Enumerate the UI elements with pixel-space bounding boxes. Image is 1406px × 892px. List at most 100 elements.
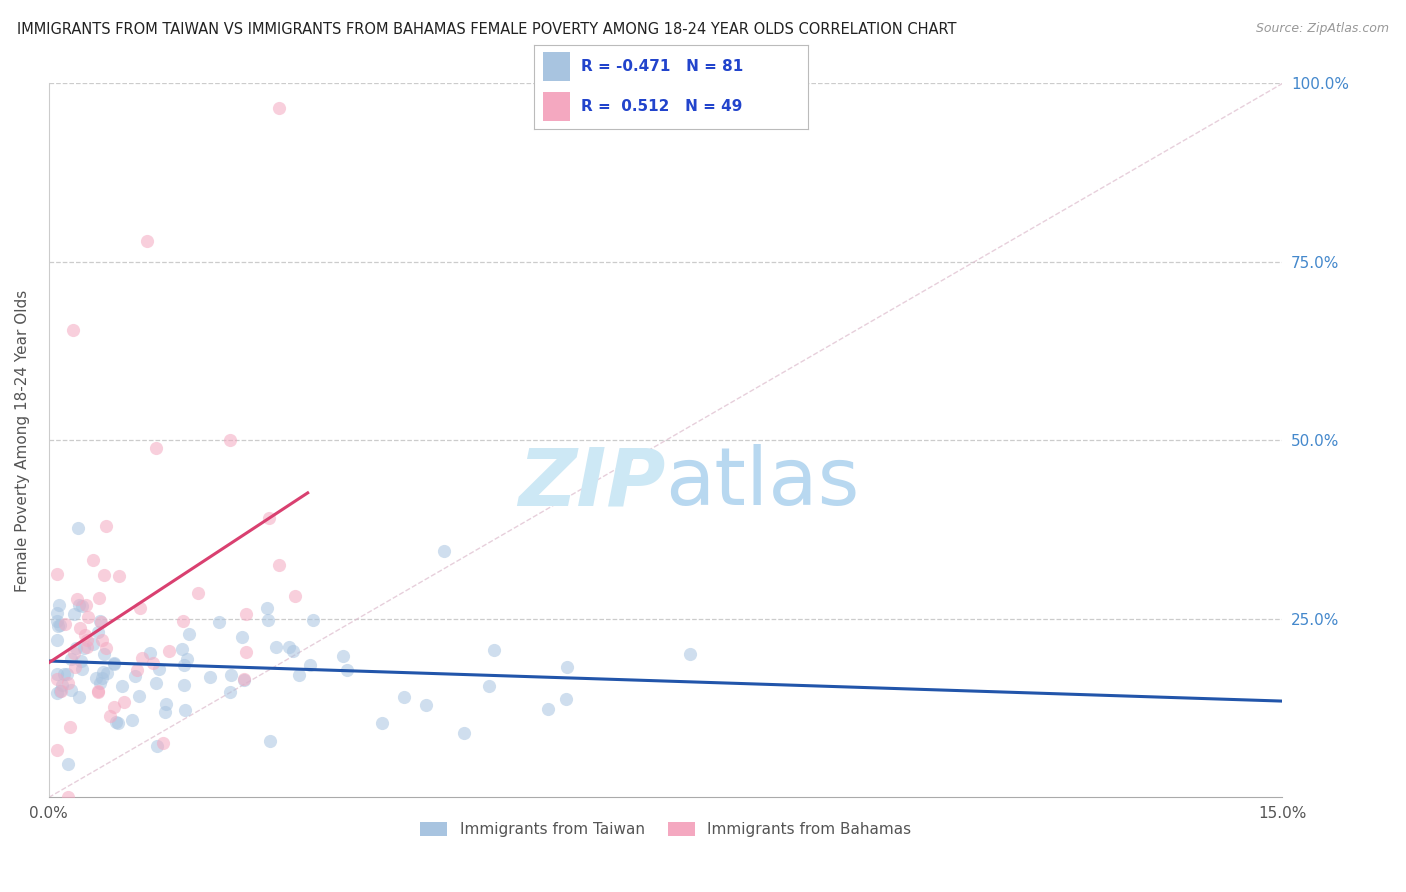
Text: R =  0.512   N = 49: R = 0.512 N = 49 [581,99,742,114]
Point [77,609,100,624]
Point [121,714,143,728]
Point [69,621,91,635]
Point [67,521,90,535]
Point [267,558,290,573]
Y-axis label: Female Poverty Among 18-24 Year Olds: Female Poverty Among 18-24 Year Olds [15,289,30,591]
Text: atlas: atlas [665,444,860,523]
Point [415,698,437,712]
Point [73,640,96,655]
Point [46,672,69,686]
Point [128,600,150,615]
Point [65,640,87,655]
Point [86,624,108,639]
Point [82,553,104,567]
Point [46,686,69,700]
Point [93,647,115,661]
Point [91,633,114,648]
Point [67,599,90,613]
Point [76,640,98,655]
Point [432,544,454,558]
Point [87,685,110,699]
Point [94,640,117,655]
Point [112,695,135,709]
Point [59,720,82,734]
Point [332,648,354,663]
Point [89,614,111,628]
Point [478,679,501,693]
Point [219,685,242,699]
Point [56,756,79,771]
Point [63,607,86,621]
Point [232,672,254,686]
Point [96,665,118,680]
Point [46,742,69,756]
Point [177,626,200,640]
Point [46,607,69,621]
Point [66,592,89,607]
Point [231,630,253,644]
Point [170,641,193,656]
Point [103,699,125,714]
Point [93,568,115,582]
Legend: Immigrants from Taiwan, Immigrants from Bahamas: Immigrants from Taiwan, Immigrants from … [413,815,918,843]
Point [277,640,299,654]
Point [82,637,104,651]
Point [554,692,576,706]
Point [187,586,209,600]
Point [110,680,132,694]
Point [90,615,112,629]
Point [91,671,114,685]
Point [335,663,357,677]
Point [46,667,69,681]
Point [155,698,177,712]
Point [131,650,153,665]
Point [89,591,111,605]
Text: ZIP: ZIP [519,444,665,523]
Point [256,601,278,615]
Point [67,690,90,704]
Point [208,615,231,629]
Point [266,640,288,654]
Point [91,665,114,680]
Point [46,619,69,633]
Point [148,662,170,676]
Point [136,234,159,248]
Point [142,656,165,670]
Point [96,519,118,533]
Point [49,684,72,698]
Point [284,589,307,603]
Point [49,617,72,632]
Point [152,736,174,750]
Point [392,690,415,705]
Point [257,511,280,525]
Point [371,716,394,731]
Point [157,644,180,658]
Point [232,673,254,688]
Point [49,683,72,698]
Point [125,663,148,677]
Point [288,667,311,681]
Point [52,666,75,681]
Point [298,658,321,673]
Point [173,678,195,692]
Point [73,628,96,642]
Point [59,652,82,666]
Point [145,676,167,690]
Point [679,647,702,661]
Point [145,441,167,455]
Point [173,703,195,717]
Point [56,789,79,804]
Point [235,645,257,659]
Point [46,633,69,648]
Point [89,676,111,690]
Point [256,613,278,627]
Point [58,675,80,690]
Point [139,646,162,660]
Point [51,678,73,692]
Point [537,702,560,716]
Text: R = -0.471   N = 81: R = -0.471 N = 81 [581,59,744,74]
Point [453,726,475,740]
Point [484,643,506,657]
Point [103,656,125,670]
Point [146,739,169,753]
